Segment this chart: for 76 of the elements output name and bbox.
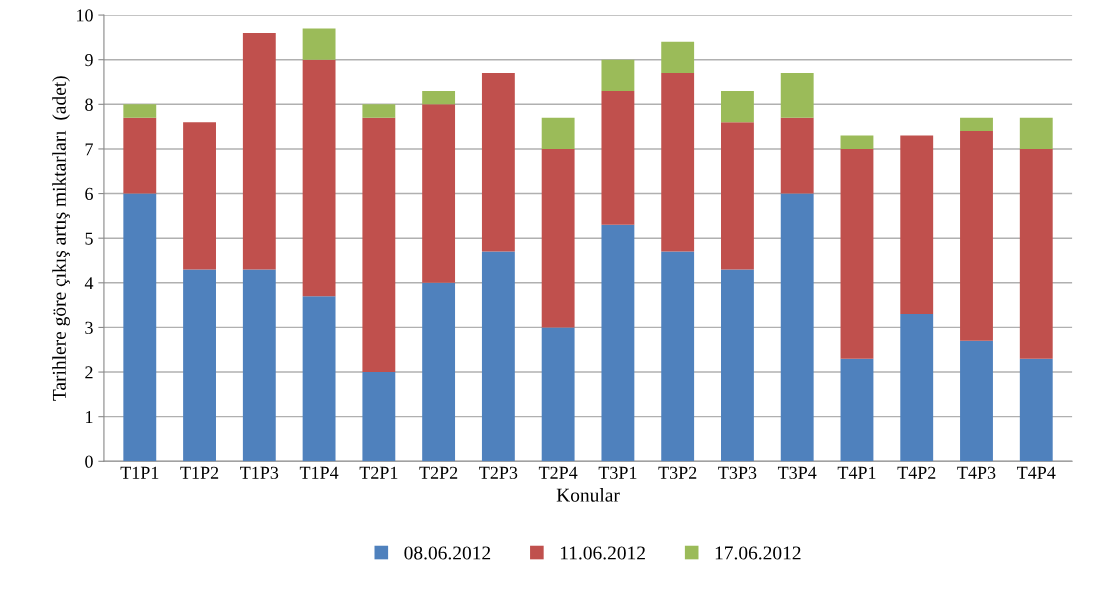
x-tick-label: T1P1 bbox=[120, 466, 159, 479]
bar bbox=[123, 193, 157, 462]
x-tick-label: T3P3 bbox=[718, 466, 757, 479]
x-tick-label: T1P2 bbox=[180, 466, 219, 479]
bar bbox=[1019, 117, 1053, 149]
bar bbox=[661, 41, 695, 74]
bar bbox=[481, 251, 515, 462]
x-tick-label: T3P1 bbox=[598, 466, 637, 479]
bar bbox=[362, 117, 396, 373]
legend-label: 11.06.2012 bbox=[560, 546, 645, 560]
bar bbox=[960, 117, 993, 132]
bar bbox=[721, 122, 754, 270]
bar bbox=[840, 135, 874, 149]
x-tick-label: T3P4 bbox=[777, 466, 817, 479]
x-tick-label: T4P2 bbox=[897, 466, 936, 479]
bar bbox=[123, 104, 157, 118]
bar bbox=[481, 73, 515, 252]
bar bbox=[541, 117, 575, 149]
y-tick-label: 0 bbox=[85, 455, 93, 468]
bar bbox=[960, 340, 993, 462]
legend-label: 17.06.2012 bbox=[715, 546, 801, 560]
bar bbox=[721, 90, 754, 123]
x-tick-label: T2P2 bbox=[419, 466, 458, 479]
bar bbox=[661, 73, 695, 252]
x-tick-label: T2P4 bbox=[538, 466, 578, 479]
bar bbox=[1019, 148, 1053, 359]
x-tick-label: T4P3 bbox=[957, 466, 996, 479]
y-tick-label: 9 bbox=[85, 54, 93, 67]
bar bbox=[960, 131, 993, 341]
x-tick-label: T1P3 bbox=[240, 466, 279, 479]
y-tick-label: 4 bbox=[84, 277, 94, 290]
legend-label: 08.06.2012 bbox=[404, 546, 491, 560]
bar bbox=[661, 251, 695, 462]
bar bbox=[1019, 358, 1053, 462]
bar bbox=[422, 282, 456, 462]
bar bbox=[840, 358, 874, 462]
y-tick-label: 8 bbox=[85, 98, 93, 111]
bar bbox=[242, 269, 276, 462]
bar bbox=[183, 122, 216, 270]
bar bbox=[900, 314, 934, 462]
y-tick-label: 6 bbox=[85, 187, 93, 201]
x-tick-label: T2P1 bbox=[359, 466, 398, 479]
bar bbox=[541, 148, 575, 328]
bar bbox=[900, 135, 934, 315]
bar bbox=[422, 104, 456, 283]
bar bbox=[123, 117, 157, 194]
bar bbox=[780, 193, 814, 462]
y-tick-label: 2 bbox=[85, 366, 93, 379]
x-tick-label: T4P1 bbox=[837, 466, 876, 479]
x-tick-label: T4P4 bbox=[1017, 466, 1056, 479]
bar bbox=[780, 117, 814, 194]
bar bbox=[601, 90, 635, 225]
bar bbox=[422, 90, 456, 105]
y-tick-label: 10 bbox=[77, 9, 93, 22]
y-tick-label: 1 bbox=[86, 411, 93, 423]
x-tick-label: T2P3 bbox=[479, 466, 518, 479]
bar bbox=[183, 269, 216, 462]
bar bbox=[541, 327, 575, 462]
bar bbox=[721, 269, 754, 462]
bar bbox=[242, 32, 276, 270]
bar bbox=[302, 59, 336, 297]
bar bbox=[840, 148, 874, 359]
bar bbox=[601, 59, 635, 91]
bar bbox=[780, 73, 814, 118]
bar bbox=[601, 224, 635, 462]
bar bbox=[302, 28, 336, 60]
y-axis-title: Tarihlere göre çıkış artış miktarları (adet) bbox=[52, 76, 70, 401]
bar bbox=[362, 104, 396, 118]
y-tick-label: 5 bbox=[85, 232, 93, 245]
x-tick-label: T3P2 bbox=[658, 466, 697, 479]
y-tick-label: 7 bbox=[85, 143, 93, 156]
bar bbox=[302, 296, 336, 462]
bar bbox=[362, 372, 396, 462]
x-axis-title: Konular bbox=[556, 488, 620, 502]
x-tick-label: T1P4 bbox=[299, 466, 339, 479]
y-tick-label: 3 bbox=[85, 321, 93, 334]
